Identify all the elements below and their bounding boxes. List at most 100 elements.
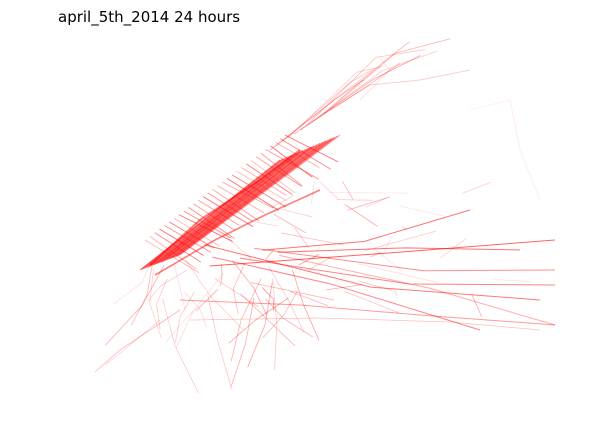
- bronx-trace: [281, 68, 375, 143]
- queens-trace-3: [279, 254, 556, 326]
- brooklyn-trace: [272, 278, 278, 370]
- queens-street-trace: [307, 256, 332, 271]
- queens-street-trace: [398, 205, 445, 217]
- brooklyn-trace: [220, 263, 223, 287]
- manhattan-street-trace: [265, 149, 319, 180]
- brooklyn-trace: [265, 298, 314, 338]
- queens-street-trace: [344, 204, 378, 227]
- bronx-trace: [299, 55, 421, 131]
- queens-street-trace: [365, 197, 388, 208]
- manhattan-avenue-trace: [179, 134, 341, 256]
- figure-title: april_5th_2014 24 hours: [58, 8, 241, 26]
- queens-street-trace: [440, 238, 467, 259]
- manhattan-street-trace: [222, 181, 274, 209]
- manhattan-street-trace: [202, 196, 254, 228]
- manhattan-street-trace: [217, 185, 265, 214]
- manhattan-street-trace: [154, 232, 202, 263]
- manhattan-street-trace: [178, 214, 233, 242]
- brooklyn-trace: [162, 298, 199, 394]
- north-trace: [329, 69, 471, 111]
- bronx-trace: [317, 41, 410, 119]
- manhattan-avenue-trace: [145, 155, 289, 269]
- brooklyn-trace: [232, 263, 245, 315]
- manhattan-street-trace: [236, 170, 287, 202]
- manhattan-avenue-trace: [173, 138, 332, 258]
- brooklyn-trace: [165, 289, 219, 343]
- manhattan-avenue-trace: [152, 151, 301, 266]
- brooklyn-trace: [147, 269, 188, 302]
- brooklyn-trace: [105, 265, 165, 346]
- southwest-trace-2: [104, 319, 161, 366]
- manhattan-avenue-trace: [177, 135, 338, 257]
- brooklyn-trace: [156, 278, 168, 330]
- bronx-trace: [293, 62, 401, 135]
- bronx-trace: [311, 50, 438, 123]
- queens-street-trace: [363, 230, 437, 252]
- queens-street-trace: [280, 232, 345, 246]
- queens-street-trace: [250, 282, 335, 301]
- brooklyn-trace: [112, 260, 152, 305]
- manhattan-street-trace: [149, 236, 197, 270]
- brooklyn-trace: [232, 260, 268, 316]
- manhattan-street-trace: [231, 174, 287, 208]
- brooklyn-trace: [149, 269, 162, 339]
- queens-street-trace: [341, 180, 354, 200]
- manhattan-street-trace: [193, 203, 236, 231]
- manhattan-street-trace: [183, 210, 231, 239]
- queens-street-trace: [393, 288, 398, 297]
- brooklyn-trace: [214, 278, 259, 308]
- manhattan-avenue-trace: [172, 139, 329, 259]
- southwest-trace: [94, 309, 181, 373]
- brooklyn-trace: [183, 290, 208, 328]
- queens-street-trace: [370, 252, 381, 258]
- manhattan-street-trace: [207, 192, 253, 222]
- bronx-trace: [269, 79, 364, 151]
- manhattan-avenue-trace: [168, 141, 324, 260]
- queens-trace-5: [262, 209, 471, 251]
- belt-trace: [179, 299, 556, 326]
- manhattan-avenue-trace: [162, 145, 315, 262]
- manhattan-street-trace: [260, 152, 303, 187]
- manhattan-avenue-trace: [139, 159, 281, 271]
- queens-trace-1: [254, 247, 556, 272]
- brooklyn-trace: [228, 297, 289, 344]
- queens-street-trace: [254, 221, 279, 227]
- manhattan-street-trace: [197, 199, 240, 226]
- brooklyn-trace: [240, 293, 296, 347]
- brooklyn-trace: [174, 291, 195, 344]
- brooklyn-trace: [230, 278, 262, 362]
- brooklyn-trace: [175, 273, 224, 349]
- queens-trace-4: [277, 247, 521, 253]
- queens-street-trace: [358, 280, 393, 291]
- manhattan-avenue-trace: [154, 150, 304, 265]
- queens-street-trace: [298, 254, 320, 266]
- queens-trace-2: [239, 257, 556, 286]
- queens-street-trace: [462, 181, 492, 194]
- queens-street-trace: [373, 248, 402, 272]
- manhattan-street-trace: [255, 156, 302, 187]
- brooklyn-trace: [291, 269, 320, 341]
- northeast-trace: [469, 99, 541, 201]
- queens-street-trace: [326, 284, 363, 291]
- queens-street-trace: [265, 249, 275, 260]
- manhattan-street-trace: [168, 221, 215, 249]
- manhattan-street-trace: [241, 167, 287, 196]
- north-trace-2: [359, 57, 391, 101]
- manhattan-avenue-trace: [175, 136, 335, 257]
- bronx-trace: [323, 38, 451, 115]
- queens-street-trace: [402, 226, 407, 230]
- brooklyn-trace: [130, 265, 153, 326]
- manhattan-street-trace: [270, 145, 313, 178]
- queens-street-trace: [328, 191, 408, 194]
- manhattan-street-trace: [212, 188, 260, 222]
- queens-trace-6: [204, 244, 541, 301]
- brooklyn-trace: [261, 287, 274, 311]
- manhattan-avenue-trace: [160, 146, 312, 263]
- core-trace: [149, 149, 301, 266]
- manhattan-avenue-trace: [164, 144, 318, 262]
- queens-street-trace: [226, 237, 252, 259]
- queens-street-trace: [273, 213, 307, 234]
- queens-street-trace: [336, 199, 373, 201]
- queens-street-trace: [471, 294, 482, 317]
